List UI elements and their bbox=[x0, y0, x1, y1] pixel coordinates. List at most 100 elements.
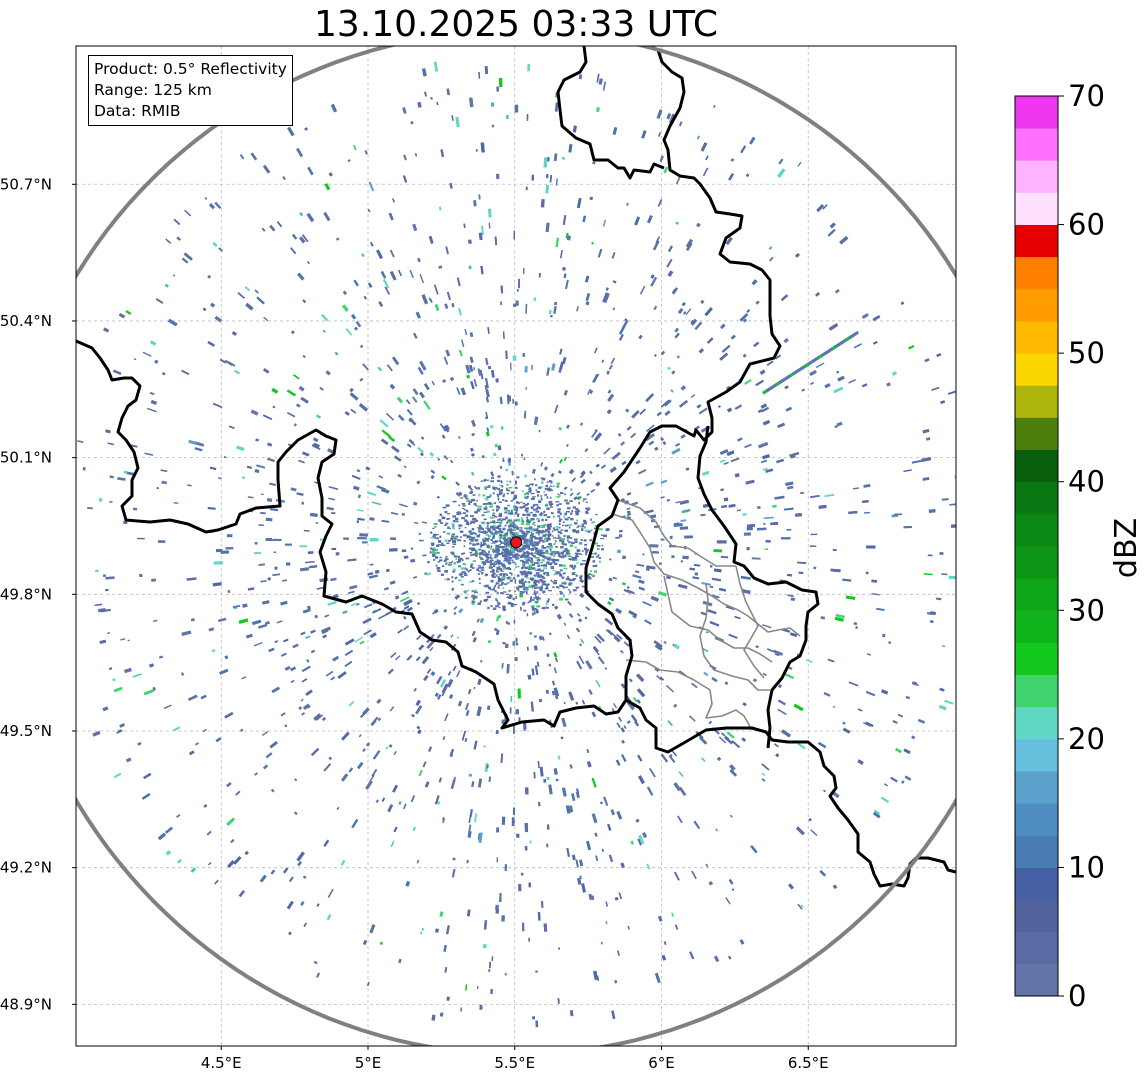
echo-pixel bbox=[553, 667, 557, 674]
echo-pixel bbox=[568, 613, 574, 619]
echo-pixel bbox=[628, 610, 638, 618]
echo-pixel bbox=[390, 512, 399, 516]
echo-pixel bbox=[940, 400, 946, 404]
echo-pixel bbox=[622, 582, 626, 586]
echo-pixel bbox=[764, 548, 769, 551]
echo-pixel bbox=[499, 466, 503, 469]
echo-pixel bbox=[789, 632, 798, 637]
echo-pixel bbox=[98, 498, 103, 502]
info-box: Product: 0.5° Reflectivity Range: 125 km… bbox=[88, 55, 293, 126]
echo-pixel bbox=[530, 701, 534, 712]
echo-pixel bbox=[746, 526, 753, 531]
echo-pixel bbox=[310, 629, 316, 634]
echo-pixel bbox=[563, 622, 567, 626]
echo-pixel bbox=[477, 507, 480, 510]
echo-pixel bbox=[524, 366, 528, 373]
echo-pixel bbox=[70, 444, 72, 446]
echo-pixel bbox=[584, 551, 589, 554]
echo-pixel bbox=[566, 634, 571, 640]
echo-pixel bbox=[479, 600, 482, 603]
echo-pixel bbox=[472, 543, 476, 546]
colorbar-bin bbox=[1015, 513, 1058, 547]
echo-pixel bbox=[502, 527, 506, 531]
echo-pixel bbox=[774, 653, 780, 657]
echo-pixel bbox=[144, 452, 154, 456]
echo-pixel bbox=[607, 823, 612, 831]
echo-pixel bbox=[366, 981, 370, 987]
echo-pixel bbox=[848, 379, 856, 384]
echo-pixel bbox=[744, 443, 752, 449]
echo-pixel bbox=[531, 174, 535, 181]
echo-pixel bbox=[718, 405, 721, 408]
echo-pixel bbox=[528, 548, 531, 550]
echo-pixel bbox=[903, 748, 911, 755]
echo-pixel bbox=[719, 449, 729, 455]
echo-pixel bbox=[386, 412, 395, 421]
echo-pixel bbox=[276, 620, 283, 624]
echo-pixel bbox=[555, 778, 559, 782]
colorbar-tick-label: 20 bbox=[1068, 722, 1105, 756]
echo-pixel bbox=[533, 541, 536, 543]
echo-pixel bbox=[515, 300, 519, 306]
echo-pixel bbox=[809, 370, 817, 377]
echo-pixel bbox=[720, 323, 726, 329]
echo-pixel bbox=[570, 512, 573, 515]
echo-pixel bbox=[911, 682, 919, 687]
echo-pixel bbox=[524, 527, 528, 529]
echo-pixel bbox=[176, 814, 181, 818]
echo-pixel bbox=[133, 358, 137, 361]
echo-pixel bbox=[534, 601, 538, 603]
echo-pixel bbox=[226, 782, 232, 788]
echo-pixel bbox=[237, 292, 245, 299]
echo-pixel bbox=[466, 568, 468, 571]
echo-pixel bbox=[491, 517, 494, 519]
colorbar-tick-label: 40 bbox=[1068, 465, 1105, 499]
echo-pixel bbox=[527, 542, 530, 545]
echo-pixel bbox=[123, 470, 128, 475]
echo-pixel bbox=[455, 481, 460, 486]
echo-pixel bbox=[549, 488, 552, 490]
echo-pixel bbox=[954, 474, 956, 479]
echo-pixel bbox=[533, 581, 537, 585]
echo-pixel bbox=[471, 590, 474, 593]
echo-pixel bbox=[490, 988, 493, 995]
echo-pixel bbox=[526, 522, 530, 526]
echo-pixel bbox=[406, 408, 413, 416]
echo-pixel bbox=[190, 867, 197, 873]
echo-pixel bbox=[639, 408, 646, 415]
echo-pixel bbox=[541, 518, 544, 522]
echo-pixel bbox=[464, 702, 470, 711]
echo-pixel bbox=[547, 556, 552, 558]
echo-pixel bbox=[613, 703, 618, 709]
echo-pixel bbox=[666, 113, 672, 120]
echo-pixel bbox=[569, 544, 573, 547]
echo-pixel bbox=[267, 577, 271, 581]
colorbar-tick-label: 30 bbox=[1068, 593, 1105, 627]
echo-pixel bbox=[626, 425, 632, 431]
echo-pixel bbox=[660, 437, 665, 442]
echo-pixel bbox=[608, 577, 613, 582]
echo-pixel bbox=[862, 499, 869, 504]
echo-pixel bbox=[514, 548, 518, 551]
echo-pixel bbox=[458, 558, 463, 561]
echo-pixel bbox=[461, 503, 466, 505]
echo-pixel bbox=[774, 743, 779, 748]
echo-pixel bbox=[491, 514, 496, 517]
echo-pixel bbox=[574, 540, 578, 544]
echo-pixel bbox=[486, 427, 490, 432]
echo-pixel bbox=[482, 530, 487, 534]
echo-pixel bbox=[615, 536, 620, 539]
echo-pixel bbox=[761, 763, 770, 771]
echo-pixel bbox=[793, 703, 804, 712]
echo-pixel bbox=[524, 822, 529, 833]
echo-pixel bbox=[107, 632, 110, 635]
echo-pixel bbox=[508, 461, 511, 466]
echo-pixel bbox=[492, 512, 495, 514]
echo-pixel bbox=[466, 589, 470, 593]
echo-pixel bbox=[839, 235, 849, 245]
echo-pixel bbox=[540, 530, 545, 533]
echo-pixel bbox=[761, 772, 766, 777]
echo-pixel bbox=[724, 735, 729, 741]
echo-pixel bbox=[755, 379, 764, 387]
echo-pixel bbox=[537, 530, 542, 533]
